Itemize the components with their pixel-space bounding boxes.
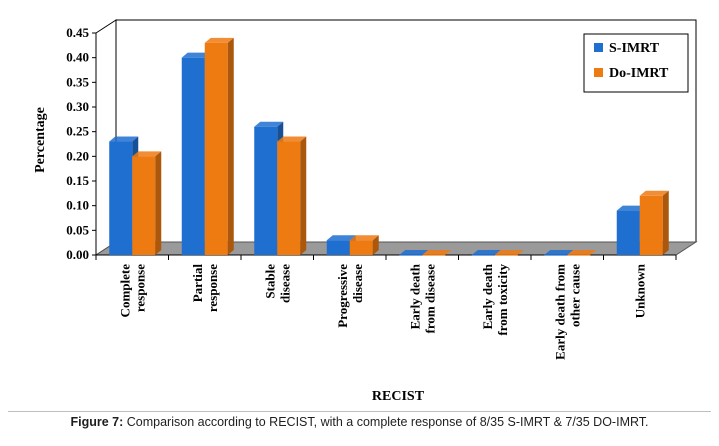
x-axis-title: RECIST [372,389,425,404]
x-category-label: Early death [408,263,423,329]
bar-top [494,250,524,255]
x-category-label: from toxicity [495,264,510,336]
bar-top [399,250,429,255]
bar-top [181,52,211,58]
bar-do-imrt [349,235,379,255]
bars [109,37,669,256]
x-category-label: Stable [263,264,278,299]
bar-top [277,136,307,142]
x-category-label: Early death [480,263,495,329]
x-category-label: Progressive [335,264,350,328]
bar-do-imrt [132,151,162,255]
y-tick-label: 0.25 [66,124,89,139]
caption-text: Comparison according to RECIST, with a c… [123,415,649,429]
x-category-label: response [133,264,148,312]
legend-swatch-do-imrt [594,68,603,77]
bar-side [372,235,379,255]
x-category-label: Unknown [633,263,648,318]
bar-do-imrt [277,136,307,255]
caption-label: Figure 7: [70,415,124,429]
figure-caption: Figure 7: Comparison according to RECIST… [0,415,719,429]
legend-label-s-imrt: S-IMRT [609,41,660,56]
bar-s-imrt [544,250,574,256]
bar-top [132,151,162,157]
y-tick-label: 0.00 [66,247,89,262]
bar-top [567,250,597,255]
x-category-label: disease [278,264,293,303]
bar-top [544,250,574,255]
x-category-label: from disease [423,264,438,334]
x-category-label: Complete [118,264,133,318]
bar-front [399,255,423,256]
y-tick-label: 0.30 [66,99,89,114]
bar-side [300,136,307,255]
bar-top [254,121,284,127]
bar-side [155,151,162,255]
x-category-label: other cause [568,264,583,327]
y-tick-label: 0.40 [66,50,89,65]
bar-front [471,255,495,256]
y-tick-label: 0.20 [66,148,89,163]
bar-top [326,235,356,241]
bar-front [181,57,205,255]
y-axis-title: Percentage [33,107,48,173]
bar-do-imrt [422,250,452,256]
bar-front [204,42,228,255]
legend-swatch-s-imrt [594,43,603,52]
bar-side [227,37,234,255]
bar-side [662,190,669,255]
bar-s-imrt [471,250,501,256]
bar-front [639,195,663,255]
bar-front [544,255,568,256]
bar-do-imrt [639,190,669,255]
bar-front [422,255,446,256]
caption-divider [8,411,711,412]
labels: 0.00 0.05 0.10 0.15 0.20 0.25 0.30 0.35 0.40 0.45… [33,25,648,404]
bar-front [616,210,640,255]
bar-top [616,205,646,211]
bar-top [204,37,234,43]
legend-label-do-imrt: Do-IMRT [609,66,669,81]
bar-top [109,136,139,142]
bar-top [422,250,452,255]
bar-front [109,141,133,255]
bar-do-imrt [567,250,597,256]
x-category-label: response [205,264,220,312]
bar-top [639,190,669,196]
bar-front [494,255,518,256]
bar-front [277,141,301,255]
bar-s-imrt [616,205,646,255]
y-tick-label: 0.05 [66,222,89,237]
x-category-label: Partial [190,264,205,303]
x-category-label: disease [350,264,365,303]
bar-front [349,240,373,255]
bar-front [132,156,156,255]
bar-front [254,126,278,255]
legend: S-IMRT Do-IMRT [583,33,689,93]
y-tick-label: 0.45 [66,25,89,40]
bar-top [349,235,379,241]
recist-bar-chart: 0.00 0.05 0.10 0.15 0.20 0.25 0.30 0.35 0.40 0.45… [33,19,698,404]
y-tick-label: 0.10 [66,198,89,213]
y-tick-label: 0.35 [66,74,89,89]
y-tick-label: 0.15 [66,173,89,188]
bar-front [567,255,591,256]
bar-do-imrt [494,250,524,256]
bar-s-imrt [399,250,429,256]
bar-front [326,240,350,255]
x-category-label: Early death from [553,264,568,360]
bar-top [471,250,501,255]
bar-do-imrt [204,37,234,255]
